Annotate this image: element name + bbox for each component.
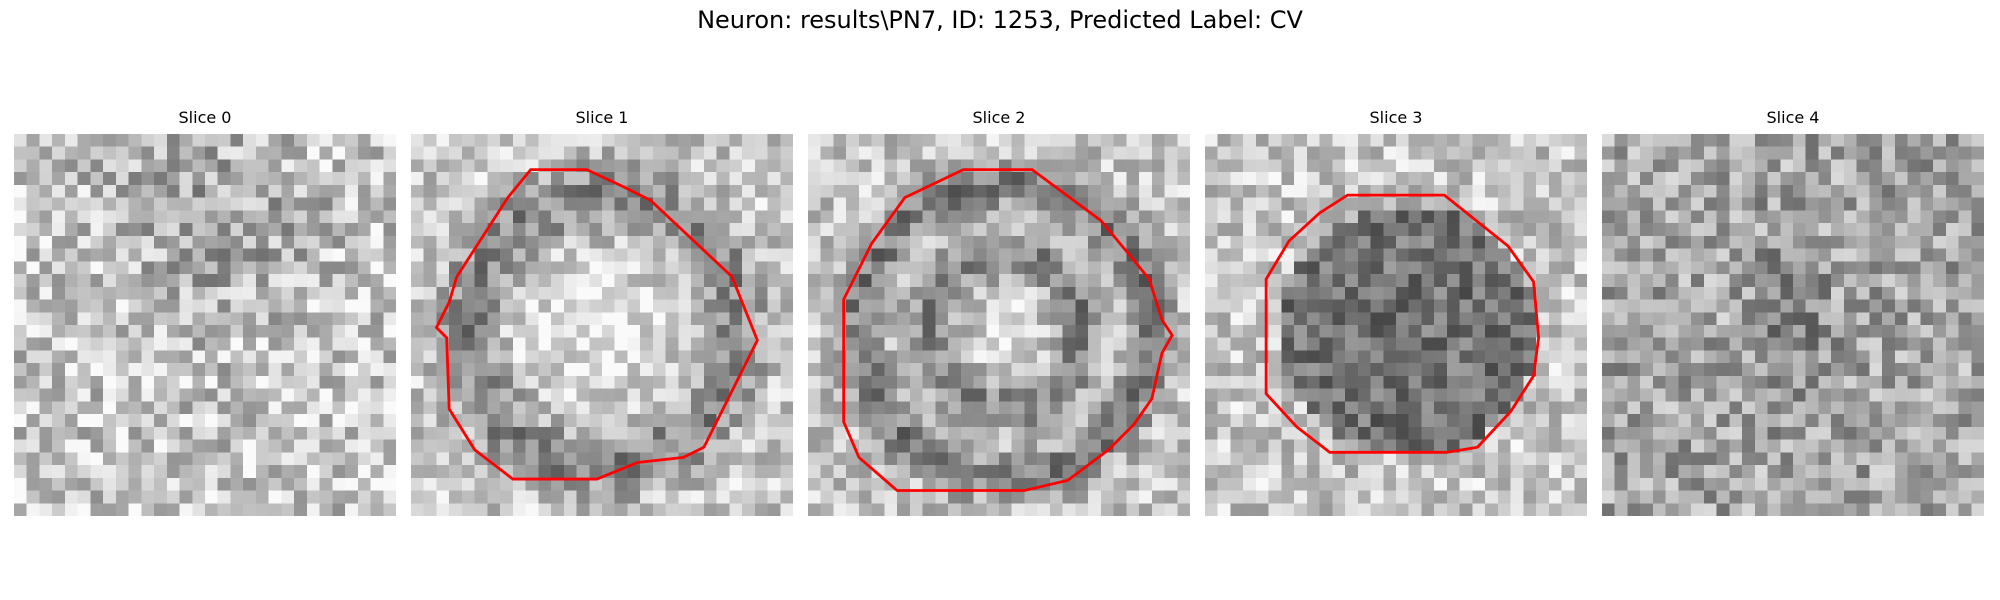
slice-panels: Slice 0 Slice 1 Slice 2 Slice 3 Slice 4	[14, 108, 1986, 518]
slice-panel-0: Slice 0	[14, 108, 396, 518]
slice-panel-1: Slice 1	[411, 108, 793, 518]
segmentation-contour	[842, 168, 1174, 492]
slice-image	[808, 134, 1190, 516]
slice-title: Slice 2	[972, 108, 1026, 127]
slice-panel-4: Slice 4	[1602, 108, 1984, 518]
slice-image	[14, 134, 396, 516]
figure-title: Neuron: results\PN7, ID: 1253, Predicted…	[697, 6, 1303, 34]
slice-image	[1205, 134, 1587, 516]
slice-image	[1602, 134, 1984, 516]
slice-image	[411, 134, 793, 516]
slice-title: Slice 0	[178, 108, 232, 127]
slice-title: Slice 4	[1766, 108, 1820, 127]
slice-panel-3: Slice 3	[1205, 108, 1587, 518]
segmentation-contour	[1264, 193, 1541, 454]
slice-title: Slice 1	[575, 108, 629, 127]
slice-title: Slice 3	[1369, 108, 1423, 127]
segmentation-contour	[434, 168, 759, 481]
slice-panel-2: Slice 2	[808, 108, 1190, 518]
